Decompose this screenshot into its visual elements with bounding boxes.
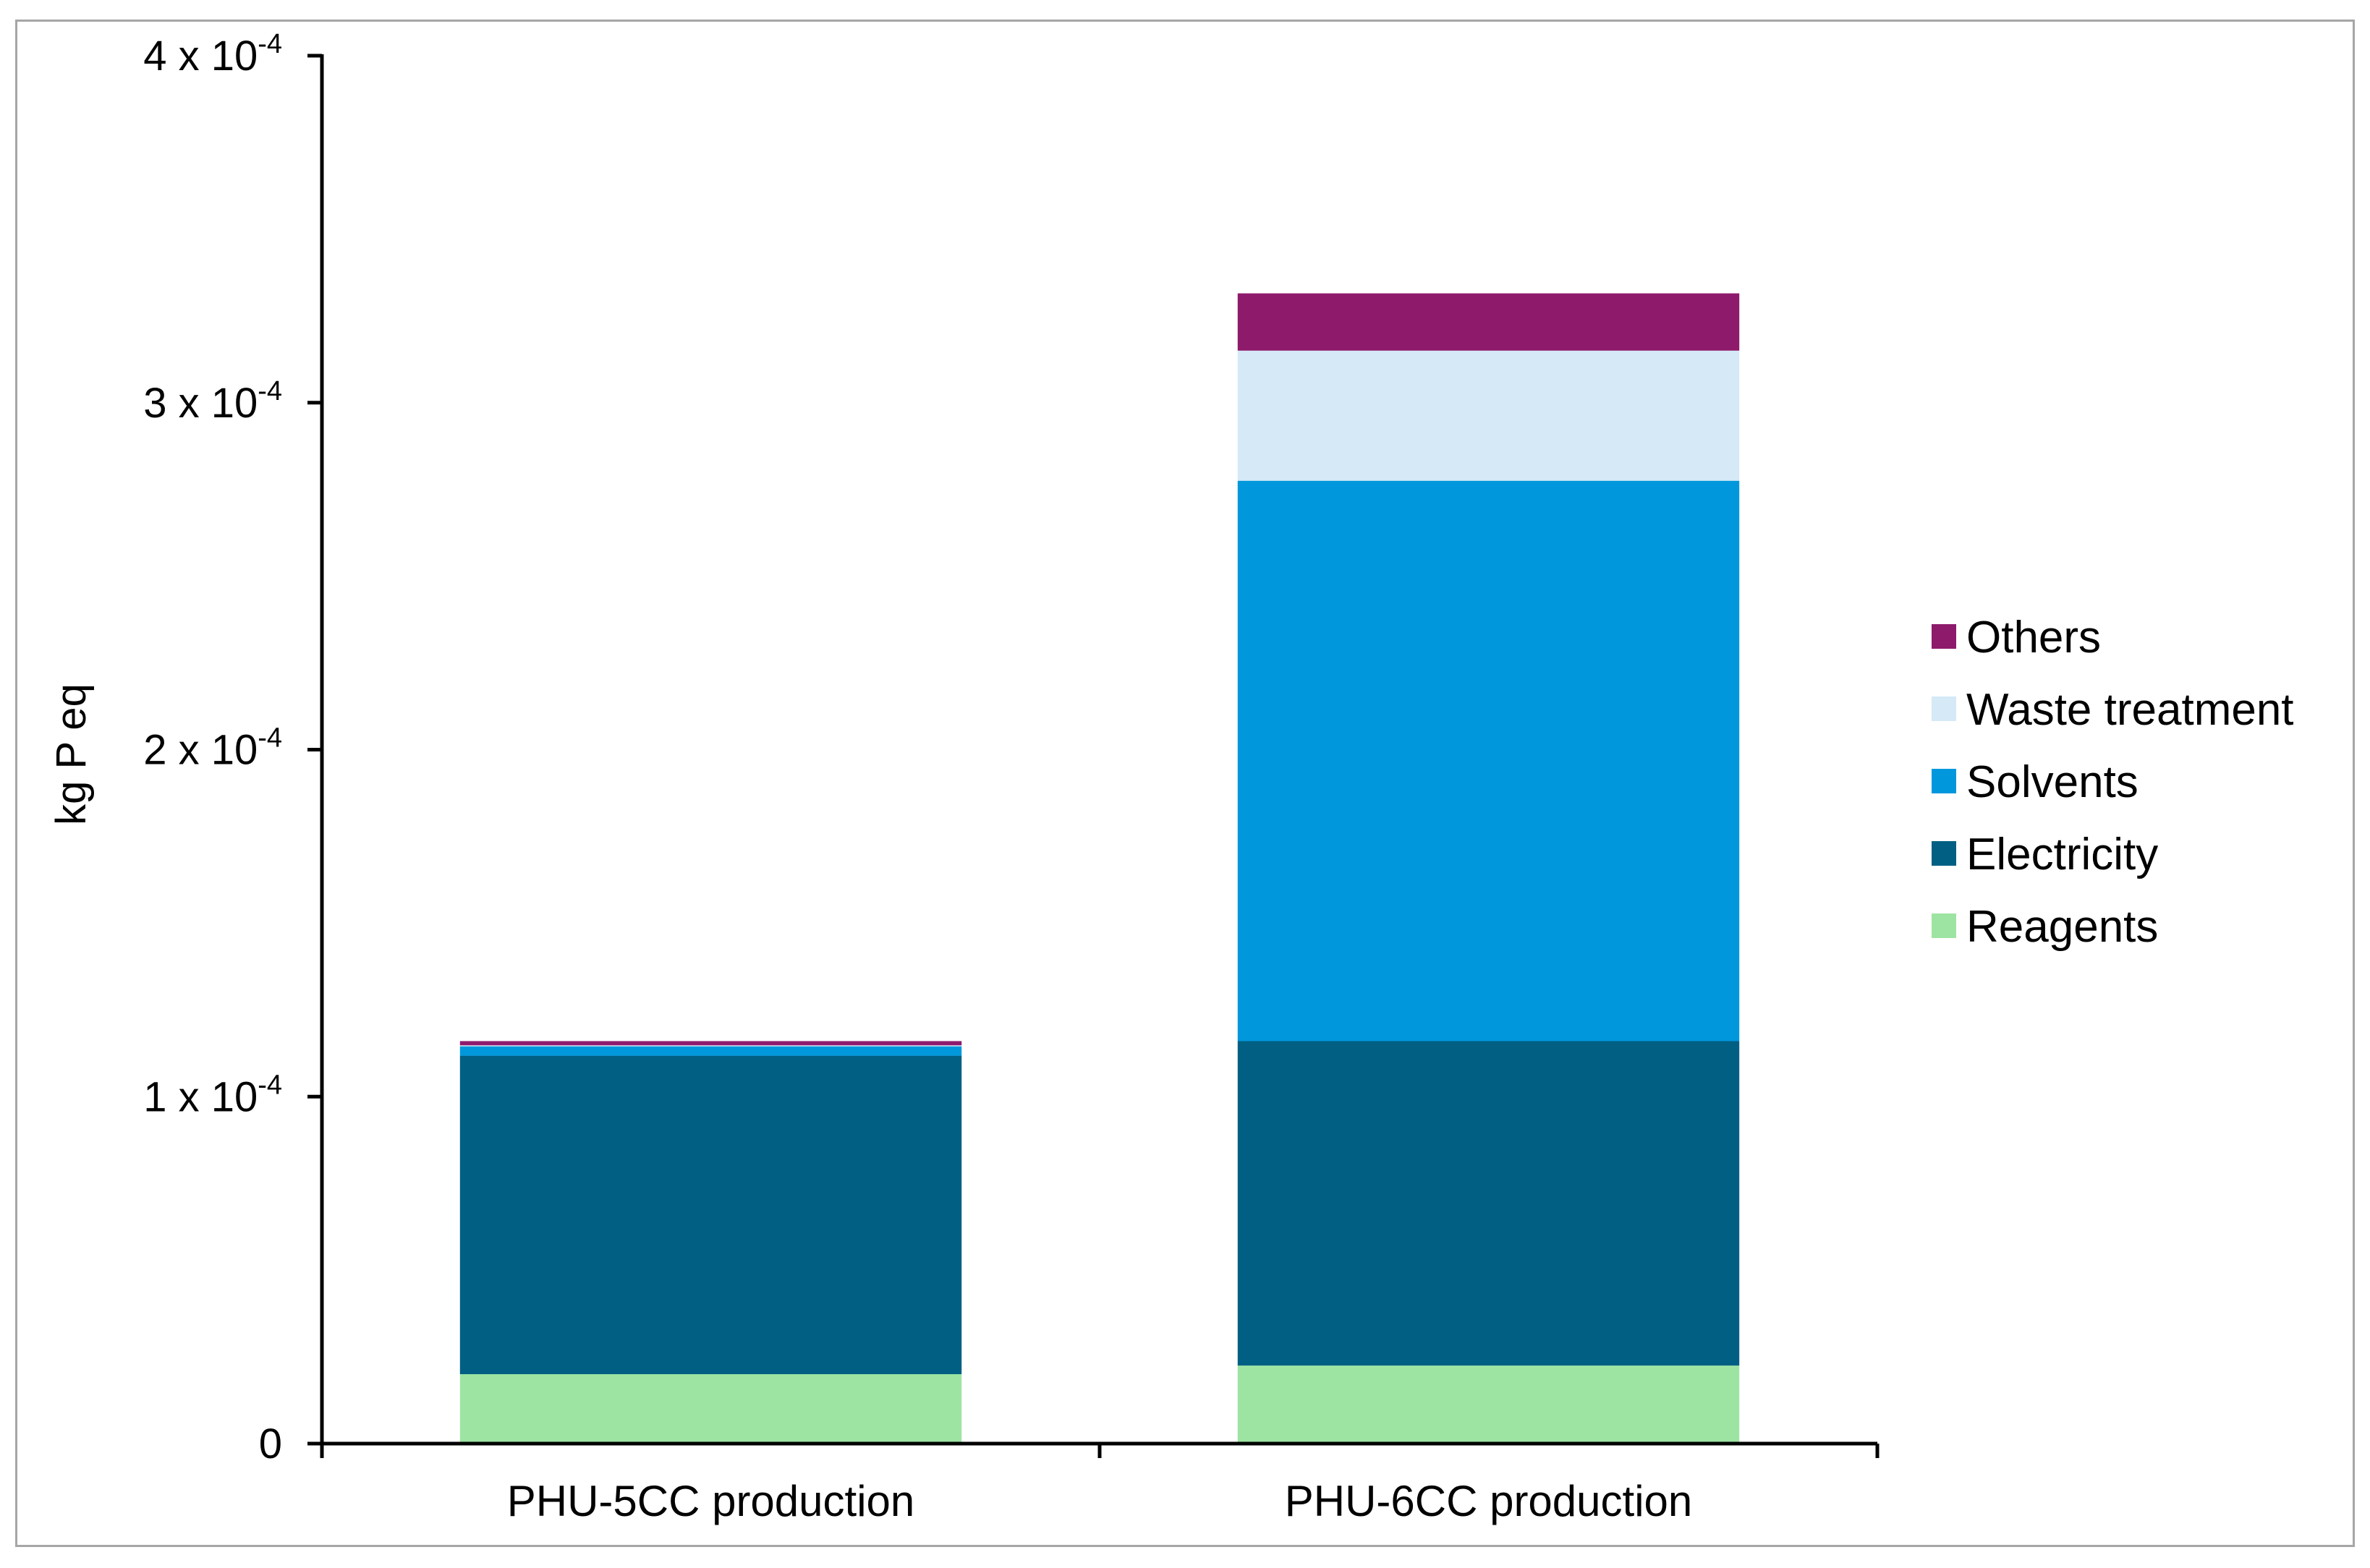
chart-frame	[15, 20, 2355, 1547]
bar-segment-reagents-1	[459, 1374, 962, 1444]
y-tick-label: 1 x 10-4	[143, 1070, 282, 1120]
x-category-label: PHU-5CC production	[507, 1477, 915, 1525]
bar-segment-others-1	[459, 1041, 962, 1046]
legend-swatch-others	[1932, 624, 1956, 649]
y-axis-title: kg P eq	[48, 683, 95, 825]
bar-segment-electricity-1	[459, 1055, 962, 1374]
bar-segment-solvents-1	[459, 1046, 962, 1056]
legend-swatch-reagents	[1932, 913, 1956, 938]
legend-swatch-waste-treatment	[1932, 696, 1956, 721]
x-category-label: PHU-6CC production	[1285, 1477, 1693, 1525]
bar-segment-others-2	[1237, 293, 1740, 351]
bar-segment-solvents-2	[1237, 480, 1740, 1041]
bar-segment-reagents-2	[1237, 1365, 1740, 1444]
y-tick-label: 2 x 10-4	[143, 723, 282, 774]
legend: Others Waste treatment Solvents Electricity…	[1932, 613, 2294, 952]
legend-label-waste-treatment: Waste treatment	[1966, 685, 2294, 735]
bars-group	[459, 293, 1740, 1444]
legend-swatch-solvents	[1932, 769, 1956, 793]
bar-segment-waste-treatment-2	[1237, 350, 1740, 481]
legend-label-electricity: Electricity	[1966, 830, 2158, 879]
legend-label-solvents: Solvents	[1966, 757, 2138, 807]
y-tick-label: 0	[259, 1420, 282, 1467]
bar-segment-waste-treatment-1	[459, 1045, 962, 1047]
y-tick-label: 3 x 10-4	[143, 376, 282, 427]
legend-swatch-electricity	[1932, 841, 1956, 866]
legend-label-others: Others	[1966, 613, 2101, 662]
bar-segment-electricity-2	[1237, 1041, 1740, 1366]
x-labels-group: PHU-5CC production PHU-6CC production	[507, 1477, 1693, 1525]
y-tick-label: 4 x 10-4	[143, 29, 282, 80]
legend-label-reagents: Reagents	[1966, 902, 2158, 952]
y-ticks-group: 0 1 x 10-4 2 x 10-4 3 x 10-4 4 x 10-4	[143, 29, 322, 1467]
